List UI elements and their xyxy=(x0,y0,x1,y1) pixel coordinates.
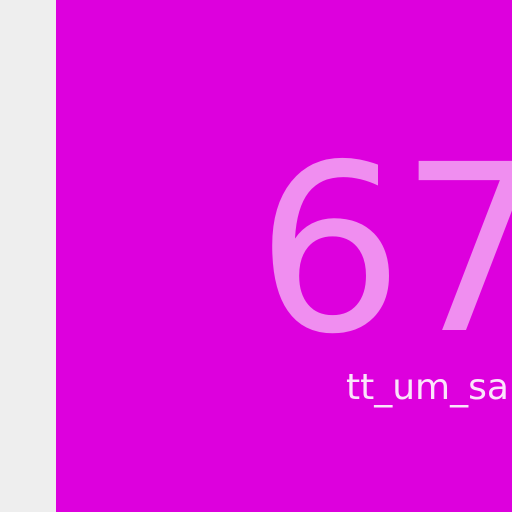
card-caption: tt_um_sap xyxy=(346,367,512,408)
value-card[interactable]: 67 tt_um_sap xyxy=(56,0,512,512)
side-strip xyxy=(0,0,56,512)
big-number-value: 67 xyxy=(256,115,512,385)
